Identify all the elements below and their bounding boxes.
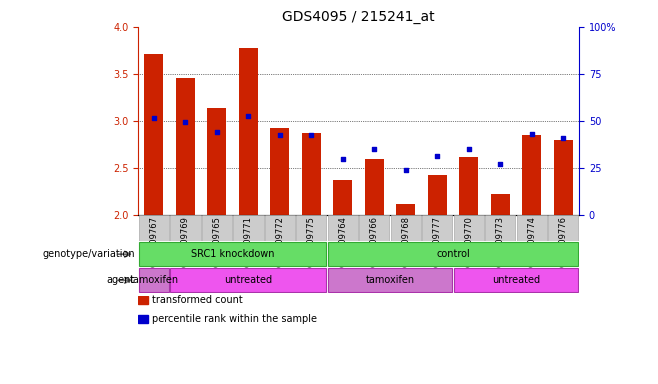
Bar: [265, 215, 295, 241]
Point: [180, 119, 191, 125]
Text: GSM709777: GSM709777: [433, 216, 442, 267]
Text: GSM709771: GSM709771: [244, 216, 253, 267]
Text: GSM709767: GSM709767: [149, 216, 159, 267]
Point: [558, 135, 569, 141]
Bar: [138, 314, 148, 323]
Point: [306, 132, 316, 138]
Text: GSM709764: GSM709764: [338, 216, 347, 267]
Bar: [302, 133, 321, 215]
Bar: [328, 242, 578, 266]
Text: GSM709776: GSM709776: [559, 216, 568, 267]
Bar: [145, 54, 163, 215]
Text: percentile rank within the sample: percentile rank within the sample: [151, 314, 316, 324]
Text: SRC1 knockdown: SRC1 knockdown: [191, 249, 274, 259]
Point: [495, 161, 505, 167]
Text: tamoxifen: tamoxifen: [366, 275, 415, 285]
Text: GSM709772: GSM709772: [276, 216, 284, 267]
Bar: [138, 296, 148, 305]
Point: [526, 131, 537, 137]
Bar: [548, 215, 578, 241]
Bar: [391, 215, 421, 241]
Point: [243, 113, 253, 119]
Point: [401, 167, 411, 173]
Bar: [170, 215, 201, 241]
Point: [463, 146, 474, 152]
Text: transformed count: transformed count: [151, 295, 242, 305]
Bar: [328, 215, 358, 241]
Bar: [396, 204, 415, 215]
Bar: [296, 215, 326, 241]
Bar: [359, 215, 390, 241]
Title: GDS4095 / 215241_at: GDS4095 / 215241_at: [282, 10, 435, 25]
Bar: [517, 215, 547, 241]
Bar: [139, 215, 169, 241]
Bar: [270, 127, 290, 215]
Text: GSM709773: GSM709773: [496, 216, 505, 267]
Bar: [554, 140, 572, 215]
Text: GSM709766: GSM709766: [370, 216, 379, 267]
Bar: [176, 78, 195, 215]
Text: untreated: untreated: [492, 275, 540, 285]
Bar: [454, 215, 484, 241]
Point: [212, 129, 222, 135]
Bar: [522, 135, 542, 215]
Text: GSM709768: GSM709768: [401, 216, 411, 267]
Text: GSM709770: GSM709770: [465, 216, 473, 267]
Point: [432, 153, 443, 159]
Bar: [422, 215, 453, 241]
Text: agent: agent: [107, 275, 135, 285]
Bar: [239, 48, 258, 215]
Bar: [491, 194, 510, 215]
Bar: [328, 268, 453, 292]
Bar: [485, 215, 515, 241]
Bar: [234, 215, 263, 241]
Point: [338, 156, 348, 162]
Bar: [139, 242, 326, 266]
Bar: [202, 215, 232, 241]
Text: GSM709765: GSM709765: [213, 216, 221, 267]
Point: [369, 146, 380, 152]
Text: GSM709769: GSM709769: [181, 216, 190, 267]
Bar: [428, 175, 447, 215]
Bar: [459, 157, 478, 215]
Text: GSM709774: GSM709774: [527, 216, 536, 267]
Bar: [207, 108, 226, 215]
Bar: [170, 268, 326, 292]
Point: [149, 115, 159, 121]
Bar: [454, 268, 578, 292]
Bar: [365, 159, 384, 215]
Bar: [139, 268, 169, 292]
Text: untreated: untreated: [224, 275, 272, 285]
Point: [274, 132, 285, 138]
Text: control: control: [436, 249, 470, 259]
Bar: [334, 180, 352, 215]
Text: tamoxifen: tamoxifen: [130, 275, 178, 285]
Text: genotype/variation: genotype/variation: [42, 249, 135, 259]
Text: GSM709775: GSM709775: [307, 216, 316, 267]
